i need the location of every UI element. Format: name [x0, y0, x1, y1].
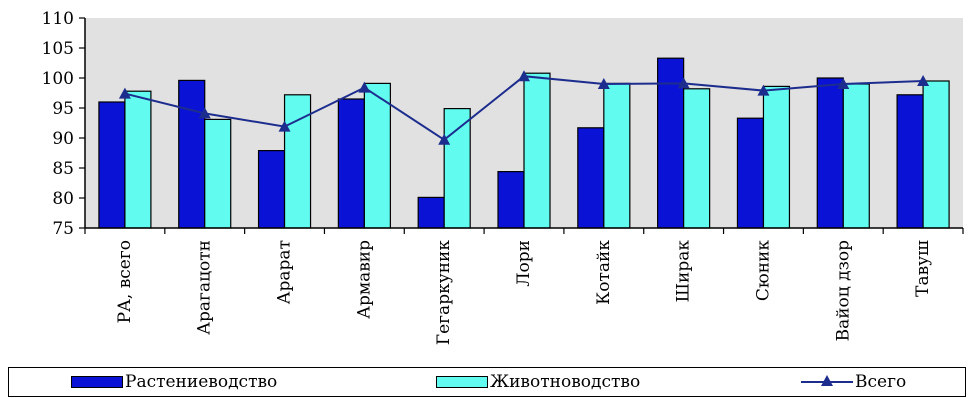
point-total: [118, 87, 131, 99]
point-total: [837, 78, 850, 89]
point-total: [757, 84, 770, 96]
legend-swatch-plant: [71, 376, 123, 388]
bar-plant: [178, 79, 206, 229]
legend-label-plant: Растениеводство: [125, 372, 278, 392]
bar-livestock: [204, 118, 232, 229]
legend-item-plant: Растениеводство: [71, 372, 277, 392]
x-tick-label: Котайк: [594, 240, 614, 305]
y-tick-label: 85: [52, 159, 74, 179]
x-tick-label: Арарат: [275, 240, 295, 304]
x-tick-label: РА, всего: [115, 240, 135, 323]
bar-plant: [896, 94, 924, 229]
y-tick-label: 110: [42, 9, 74, 29]
point-total: [917, 75, 930, 86]
bar-livestock: [762, 85, 791, 229]
point-total: [358, 81, 371, 93]
legend-label-total: Всего: [855, 372, 907, 392]
x-tick-label: Сюник: [753, 240, 773, 301]
y-tick-label: 90: [52, 129, 74, 149]
point-total: [198, 107, 211, 119]
bar-plant: [98, 101, 126, 229]
bars: [98, 57, 950, 229]
point-total: [518, 70, 530, 82]
x-tick-label: Арагацотн: [195, 240, 215, 335]
line-series: [118, 70, 930, 145]
legend-line-total: [801, 372, 853, 392]
x-tick-label: Тавуш: [913, 240, 933, 297]
y-tick-label: 75: [52, 219, 74, 239]
point-total: [278, 120, 291, 132]
x-tick-label: Ширак: [674, 240, 694, 303]
x-tick-label: Гегаркуник: [434, 240, 454, 346]
legend-label-livestock: Животноводство: [490, 372, 641, 392]
legend-swatch-livestock: [436, 376, 488, 388]
x-tick-label: Вайоц дзор: [833, 240, 853, 342]
bar-plant: [257, 150, 286, 229]
bar-livestock: [842, 83, 870, 229]
bar-livestock: [363, 82, 391, 229]
legend: Растениеводство Животноводство Всего: [8, 367, 966, 397]
y-tick-label: 95: [52, 99, 74, 119]
bar-livestock: [683, 88, 711, 229]
bar-livestock: [922, 80, 950, 229]
x-tick-label: Армавир: [354, 240, 374, 319]
x-axis-ticks: РА, всего Арагацотн Арарат Армавир Гегаркуни…: [84, 228, 964, 346]
point-total: [438, 133, 451, 145]
point-total: [597, 78, 610, 89]
triangle-marker-icon: [821, 375, 833, 386]
legend-item-livestock: Животноводство: [436, 372, 640, 392]
bar-livestock: [443, 107, 471, 229]
x-tick-label: Лори: [514, 240, 534, 287]
legend-item-total: Всего: [801, 372, 906, 392]
bar-plant: [577, 127, 605, 229]
bar-livestock: [603, 82, 631, 229]
bar-plant: [736, 117, 765, 229]
y-tick-label: 105: [42, 39, 74, 59]
point-total: [677, 77, 690, 89]
y-tick-label: 80: [52, 189, 74, 209]
bar-plant: [337, 98, 365, 229]
bar-plant: [417, 196, 445, 229]
bar-plant: [816, 77, 844, 229]
bar-livestock: [124, 90, 152, 229]
y-tick-label: 100: [42, 69, 74, 89]
axes: [84, 18, 963, 229]
bar-plant: [497, 171, 525, 229]
y-axis-ticks: 75 80 85 90 95 100 105 110: [42, 9, 85, 239]
bar-livestock: [523, 72, 551, 229]
